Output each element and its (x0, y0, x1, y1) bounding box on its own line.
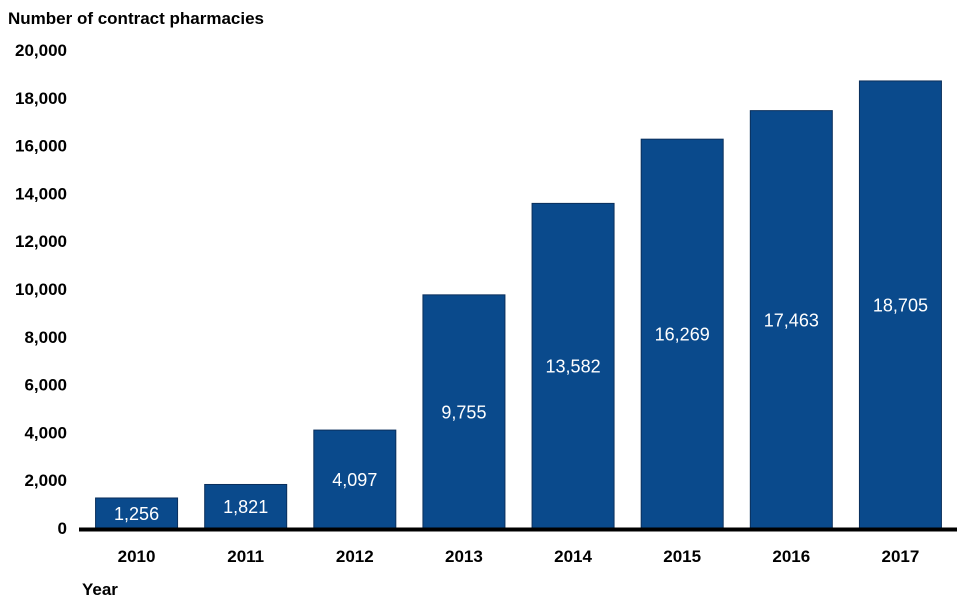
bar-data-labels: 1,256 1,821 4,097 9,755 13,582 16,269 17,463 18… (114, 295, 928, 524)
x-tick-label: 2015 (663, 547, 701, 566)
y-tick-label: 10,000 (15, 280, 67, 299)
y-tick-label: 20,000 (15, 41, 67, 60)
y-tick-label: 6,000 (24, 376, 67, 395)
bar (422, 294, 506, 529)
bar (313, 429, 397, 529)
y-tick-label: 12,000 (15, 232, 67, 251)
x-tick-label: 2014 (554, 547, 592, 566)
bar-data-label: 9,755 (441, 402, 486, 422)
x-tick-label: 2017 (882, 547, 920, 566)
x-tick-label: 2011 (227, 547, 264, 566)
bar-data-label: 13,582 (546, 357, 601, 377)
bar (640, 138, 724, 529)
y-tick-label: 8,000 (24, 328, 67, 347)
bars (95, 80, 942, 529)
y-tick-label: 16,000 (15, 137, 67, 156)
bar-data-label: 1,821 (223, 497, 268, 517)
x-tick-label: 2016 (772, 547, 810, 566)
y-tick-label: 4,000 (24, 423, 67, 442)
y-tick-label: 18,000 (15, 89, 67, 108)
y-axis-ticks: 0 2,000 4,000 6,000 8,000 10,000 12,000 14,000 1… (15, 41, 67, 538)
bar-data-label: 1,256 (114, 504, 159, 524)
x-axis-label: Year (82, 580, 118, 599)
y-axis-label: Number of contract pharmacies (8, 9, 264, 28)
bar-data-label: 17,463 (764, 310, 819, 330)
x-tick-label: 2013 (445, 547, 483, 566)
bar-data-label: 4,097 (332, 470, 377, 490)
bar (531, 202, 615, 529)
x-tick-label: 2012 (336, 547, 374, 566)
x-tick-label: 2010 (118, 547, 156, 566)
bar (204, 483, 288, 529)
bar (95, 497, 179, 529)
y-tick-label: 2,000 (24, 471, 67, 490)
y-tick-label: 14,000 (15, 184, 67, 203)
bar (858, 80, 942, 529)
x-axis-ticks: 2010 2011 2012 2013 2014 2015 2016 2017 (118, 547, 920, 566)
y-tick-label: 0 (58, 519, 67, 538)
bar-data-label: 16,269 (655, 325, 710, 345)
bar-data-label: 18,705 (873, 295, 928, 315)
